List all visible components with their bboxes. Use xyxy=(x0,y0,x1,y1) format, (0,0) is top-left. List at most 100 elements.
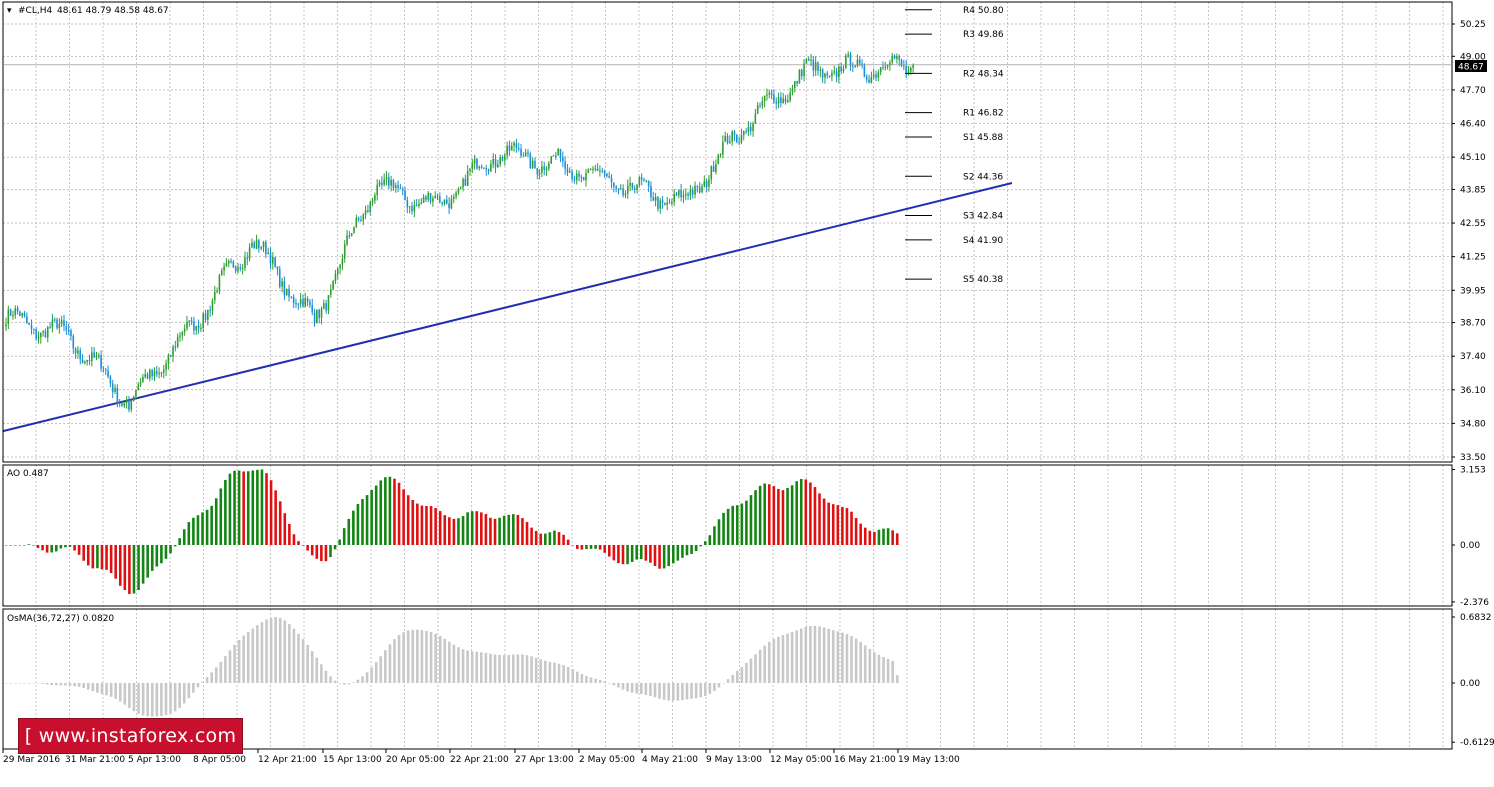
candle-body xyxy=(146,374,149,379)
candle-body xyxy=(429,193,432,202)
ao-bar xyxy=(859,523,862,545)
osma-bar xyxy=(877,654,881,683)
ao-bar xyxy=(873,531,876,545)
candle-body xyxy=(900,59,903,66)
candle-body xyxy=(448,203,450,209)
osma-bar xyxy=(534,657,538,683)
ao-bar xyxy=(54,545,58,552)
osma-bar xyxy=(315,657,319,683)
osma-bar xyxy=(9,683,12,684)
candle-body xyxy=(777,97,780,104)
candle-body xyxy=(896,56,898,59)
candle-body xyxy=(478,166,481,169)
candle-body xyxy=(23,313,26,317)
candle-body xyxy=(86,359,88,362)
candle-body xyxy=(789,92,791,101)
candle-body xyxy=(156,371,158,374)
candle-body xyxy=(137,384,140,390)
candle-body xyxy=(907,71,910,73)
ao-bar xyxy=(438,511,442,545)
candle-body xyxy=(559,148,562,158)
osma-bar xyxy=(630,683,634,693)
candle-body xyxy=(575,173,578,181)
candle-body xyxy=(492,158,494,164)
candle-body xyxy=(63,320,65,327)
ao-bar xyxy=(763,483,766,545)
osma-bar xyxy=(603,681,607,683)
osma-bar xyxy=(873,652,876,683)
osma-bar xyxy=(621,683,625,690)
pivot-label: S4 41.90 xyxy=(963,236,1003,246)
osma-bar xyxy=(411,629,415,683)
ao-bar xyxy=(41,545,44,551)
ao-bar xyxy=(649,545,652,563)
candle-body xyxy=(555,155,557,157)
ao-bar xyxy=(475,511,479,545)
osma-bar xyxy=(845,634,849,683)
dropdown-arrow-icon[interactable]: ▾ xyxy=(7,6,12,16)
osma-bar xyxy=(333,680,337,683)
candle-body xyxy=(675,193,678,196)
ao-bar xyxy=(320,545,323,562)
ao-bar xyxy=(530,527,533,545)
candle-body xyxy=(838,66,840,78)
candle-body xyxy=(207,309,209,320)
x-tick-label: 4 May 21:00 xyxy=(642,755,698,765)
trendline[interactable] xyxy=(2,182,1013,433)
candle-body xyxy=(394,185,397,188)
osma-bar xyxy=(452,644,456,683)
osma-bar xyxy=(827,628,830,683)
osma-bar xyxy=(841,632,844,683)
candle-body xyxy=(469,168,471,172)
ao-bar xyxy=(818,493,821,545)
ao-bar xyxy=(726,508,730,545)
ao-bar xyxy=(589,545,593,549)
candle-body xyxy=(30,324,33,329)
panel-frames xyxy=(2,1,1453,750)
candle-body xyxy=(132,396,135,401)
candle-body xyxy=(742,130,745,136)
candle-body xyxy=(582,176,585,181)
candle-body xyxy=(543,166,546,170)
candle-body xyxy=(123,403,126,406)
candle-body xyxy=(624,193,627,196)
ao-bar xyxy=(658,545,661,569)
ao-bar xyxy=(379,480,383,545)
osma-bar xyxy=(283,620,287,683)
x-tick-label: 15 Apr 13:00 xyxy=(323,755,382,765)
instaforex-watermark[interactable]: [ www.instaforex.com ] xyxy=(18,718,243,781)
osma-bar xyxy=(758,649,762,683)
ao-bar xyxy=(406,495,410,545)
candlestick-series xyxy=(5,51,914,413)
candle-body xyxy=(411,206,413,212)
candle-body xyxy=(863,65,866,77)
candle-body xyxy=(211,300,214,311)
ao-bar xyxy=(265,473,268,545)
candle-body xyxy=(267,252,269,255)
candle-body xyxy=(782,98,784,104)
candle-body xyxy=(12,315,14,317)
candle-body xyxy=(738,141,740,143)
pivot-label: S2 44.36 xyxy=(963,172,1003,182)
ao-bar xyxy=(292,534,296,545)
candle-body xyxy=(246,257,249,259)
osma-bar xyxy=(320,664,323,683)
osma-bar xyxy=(242,635,245,683)
ao-bar xyxy=(722,512,725,545)
candle-body xyxy=(390,180,392,186)
candle-body xyxy=(19,311,21,316)
osma-bar xyxy=(169,683,172,714)
candle-body xyxy=(715,164,717,172)
y-tick-label: 33.50 xyxy=(1460,453,1486,463)
candle-body xyxy=(459,187,462,190)
candle-body xyxy=(508,145,511,151)
ao-bar xyxy=(882,528,885,545)
ao-bar xyxy=(260,469,264,545)
candle-body xyxy=(397,185,399,188)
ao-bar xyxy=(347,518,351,545)
osma-bar xyxy=(544,660,547,683)
ao-bar xyxy=(845,508,849,545)
osma-bar xyxy=(256,625,259,683)
candle-body xyxy=(824,73,826,78)
candle-body xyxy=(828,75,831,77)
